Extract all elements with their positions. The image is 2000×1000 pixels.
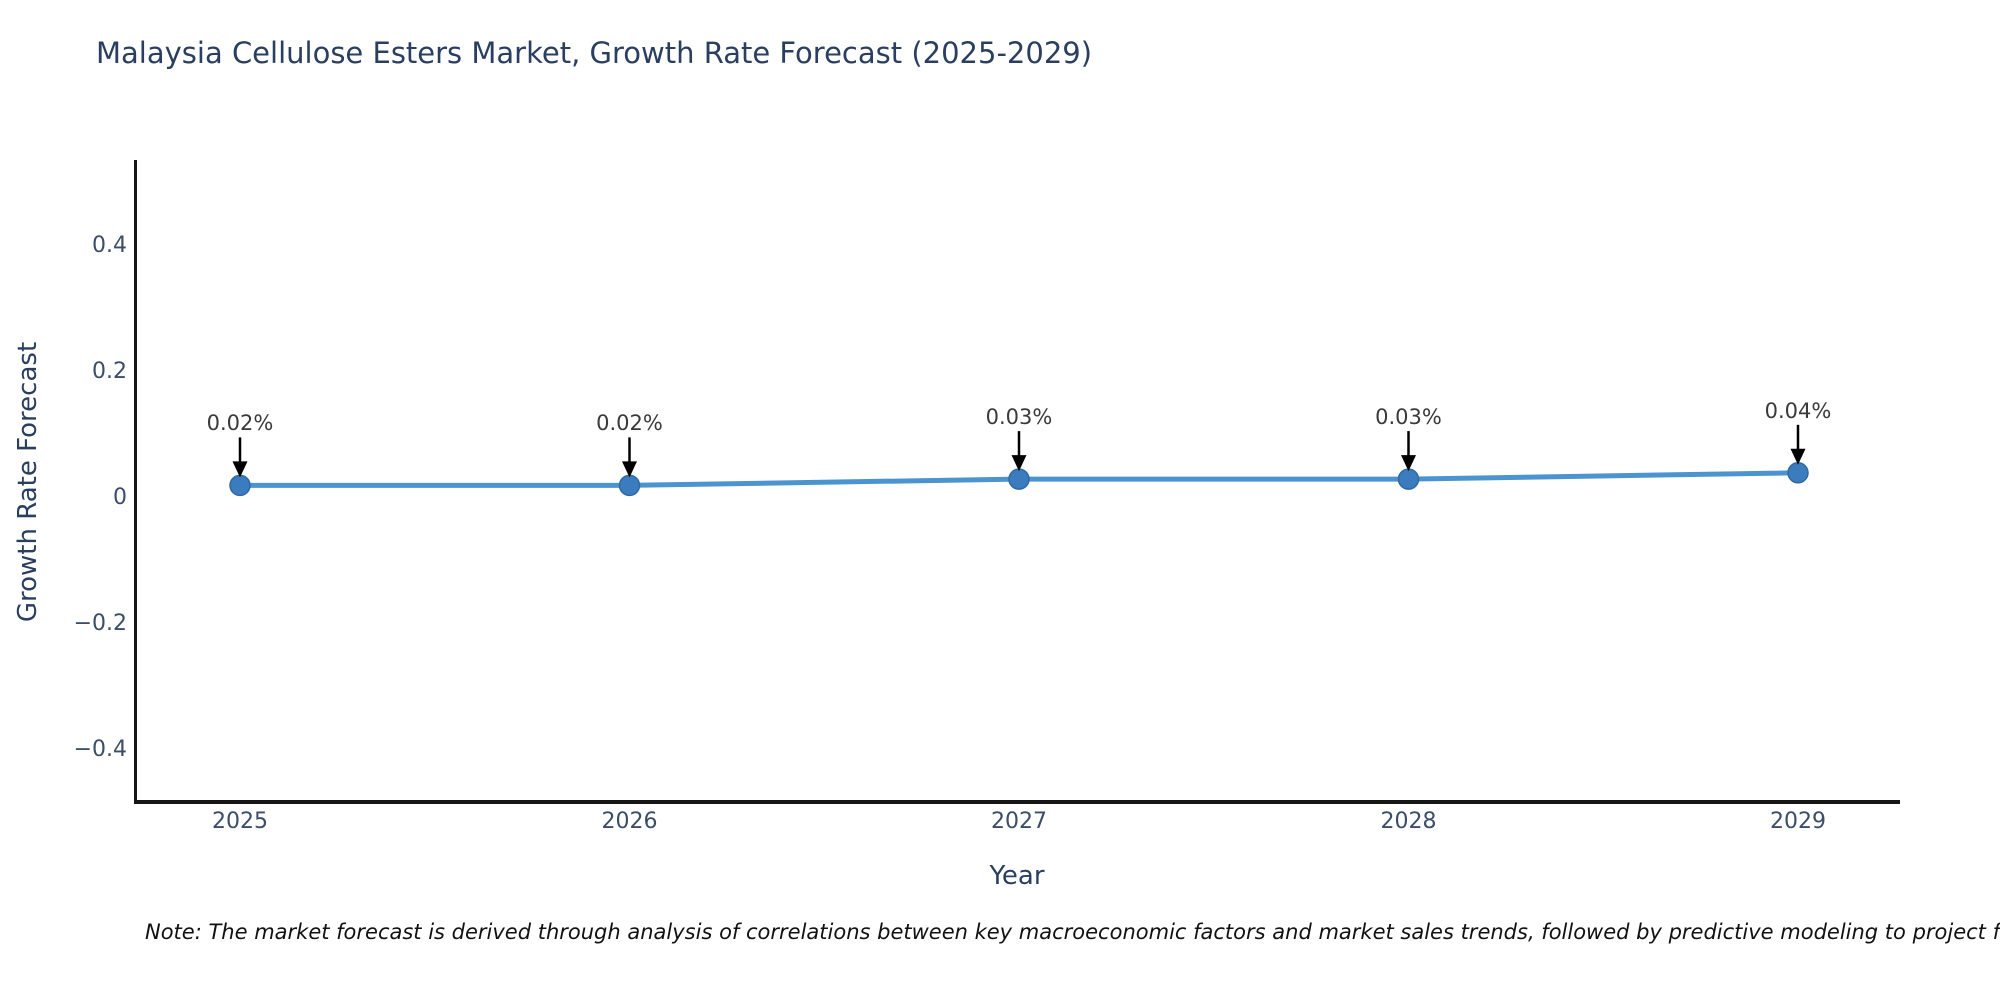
x-tick-label: 2027 <box>991 809 1047 834</box>
data-point-label: 0.02% <box>206 411 274 436</box>
chart-title: Malaysia Cellulose Esters Market, Growth… <box>96 36 1093 70</box>
y-tick-label: 0 <box>113 485 127 510</box>
data-point-marker <box>1397 468 1420 490</box>
data-point-label: 0.02% <box>596 411 663 436</box>
annotation-arrow-head-icon <box>232 461 248 478</box>
annotation-arrow-head-icon <box>1011 455 1027 472</box>
y-axis-spine <box>134 160 137 803</box>
x-axis-spine <box>134 800 1900 804</box>
data-point-label: 0.04% <box>1764 398 1832 423</box>
data-point-label: 0.03% <box>985 405 1053 430</box>
x-tick-label: 2028 <box>1380 809 1437 834</box>
data-point-marker <box>1787 462 1809 484</box>
y-tick-label: −0.2 <box>73 611 127 636</box>
y-tick-label: 0.4 <box>92 233 127 258</box>
x-tick-label: 2029 <box>1770 809 1826 834</box>
data-point-marker <box>618 474 641 497</box>
data-point-marker <box>1008 468 1030 490</box>
annotation-arrow-head-icon <box>622 461 637 478</box>
x-tick-label: 2026 <box>601 809 658 834</box>
annotation-arrow-head-icon <box>1401 455 1416 472</box>
data-point-label: 0.03% <box>1375 405 1442 430</box>
y-tick-label: −0.4 <box>73 737 127 762</box>
data-point-marker <box>229 474 251 497</box>
chart-footnote: Note: The market forecast is derived thr… <box>145 920 2000 944</box>
x-tick-label: 2025 <box>212 809 268 834</box>
x-axis-title: Year <box>989 861 1045 891</box>
annotation-arrow-head-icon <box>1790 448 1806 465</box>
y-tick-label: 0.2 <box>92 359 127 384</box>
